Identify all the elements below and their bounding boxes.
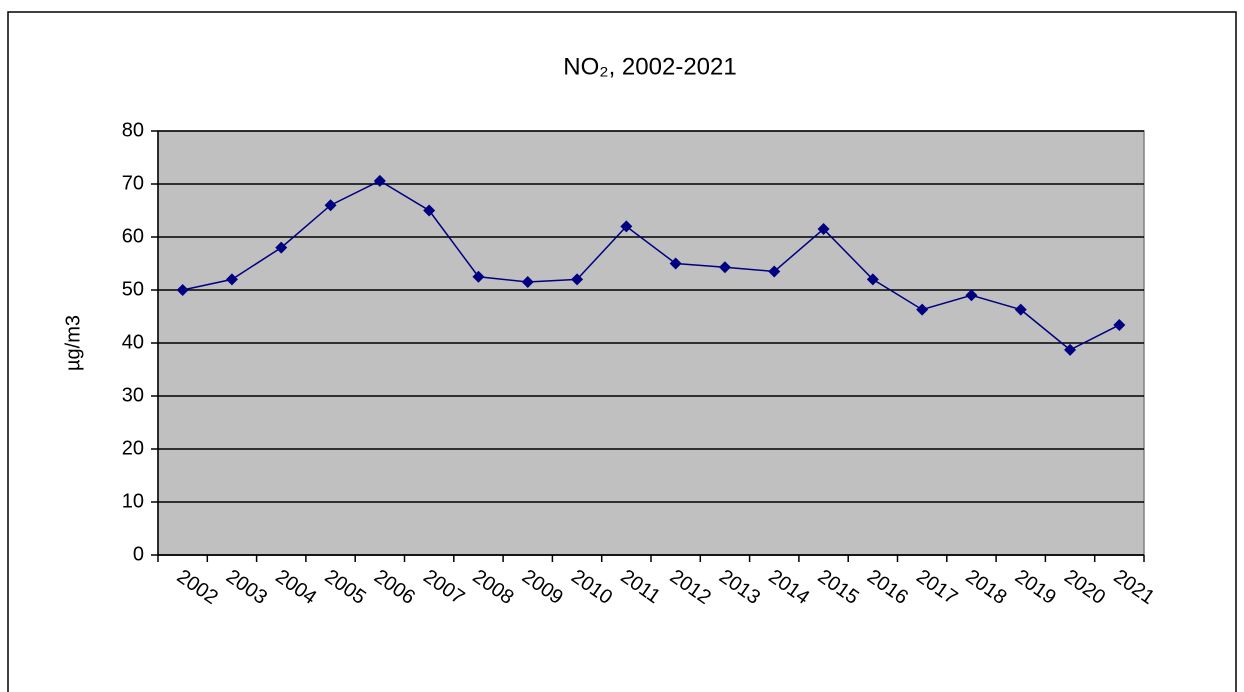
data-marker — [423, 204, 436, 217]
data-marker — [669, 257, 682, 270]
y-tick-label: 40 — [122, 331, 144, 353]
data-marker — [373, 174, 386, 187]
data-marker — [965, 289, 978, 302]
data-marker — [571, 273, 584, 286]
data-marker — [1014, 303, 1027, 316]
data-marker — [472, 270, 485, 283]
data-marker — [817, 223, 830, 236]
data-marker — [1064, 343, 1077, 356]
data-marker — [275, 241, 288, 254]
y-tick-label: 80 — [122, 119, 144, 141]
data-marker — [176, 284, 189, 296]
y-tick-label: 50 — [122, 278, 144, 300]
y-tick-label: 20 — [122, 437, 144, 459]
data-marker — [225, 273, 238, 286]
data-marker — [521, 276, 534, 289]
data-marker — [324, 199, 337, 212]
data-marker — [866, 273, 879, 286]
y-tick-label: 0 — [133, 543, 144, 565]
data-marker — [1113, 318, 1126, 331]
data-marker — [768, 265, 781, 278]
chart-title: NO₂, 2002-2021 — [563, 53, 736, 80]
data-line — [182, 179, 1120, 351]
y-tick-label: 10 — [122, 490, 144, 512]
data-marker — [718, 261, 731, 274]
y-tick-label: 70 — [122, 172, 144, 194]
y-tick-label: 60 — [122, 225, 144, 247]
data-marker — [916, 303, 929, 316]
y-tick-label: 30 — [122, 384, 144, 406]
y-axis-label: µg/m3 — [62, 315, 84, 371]
data-marker — [620, 220, 633, 233]
